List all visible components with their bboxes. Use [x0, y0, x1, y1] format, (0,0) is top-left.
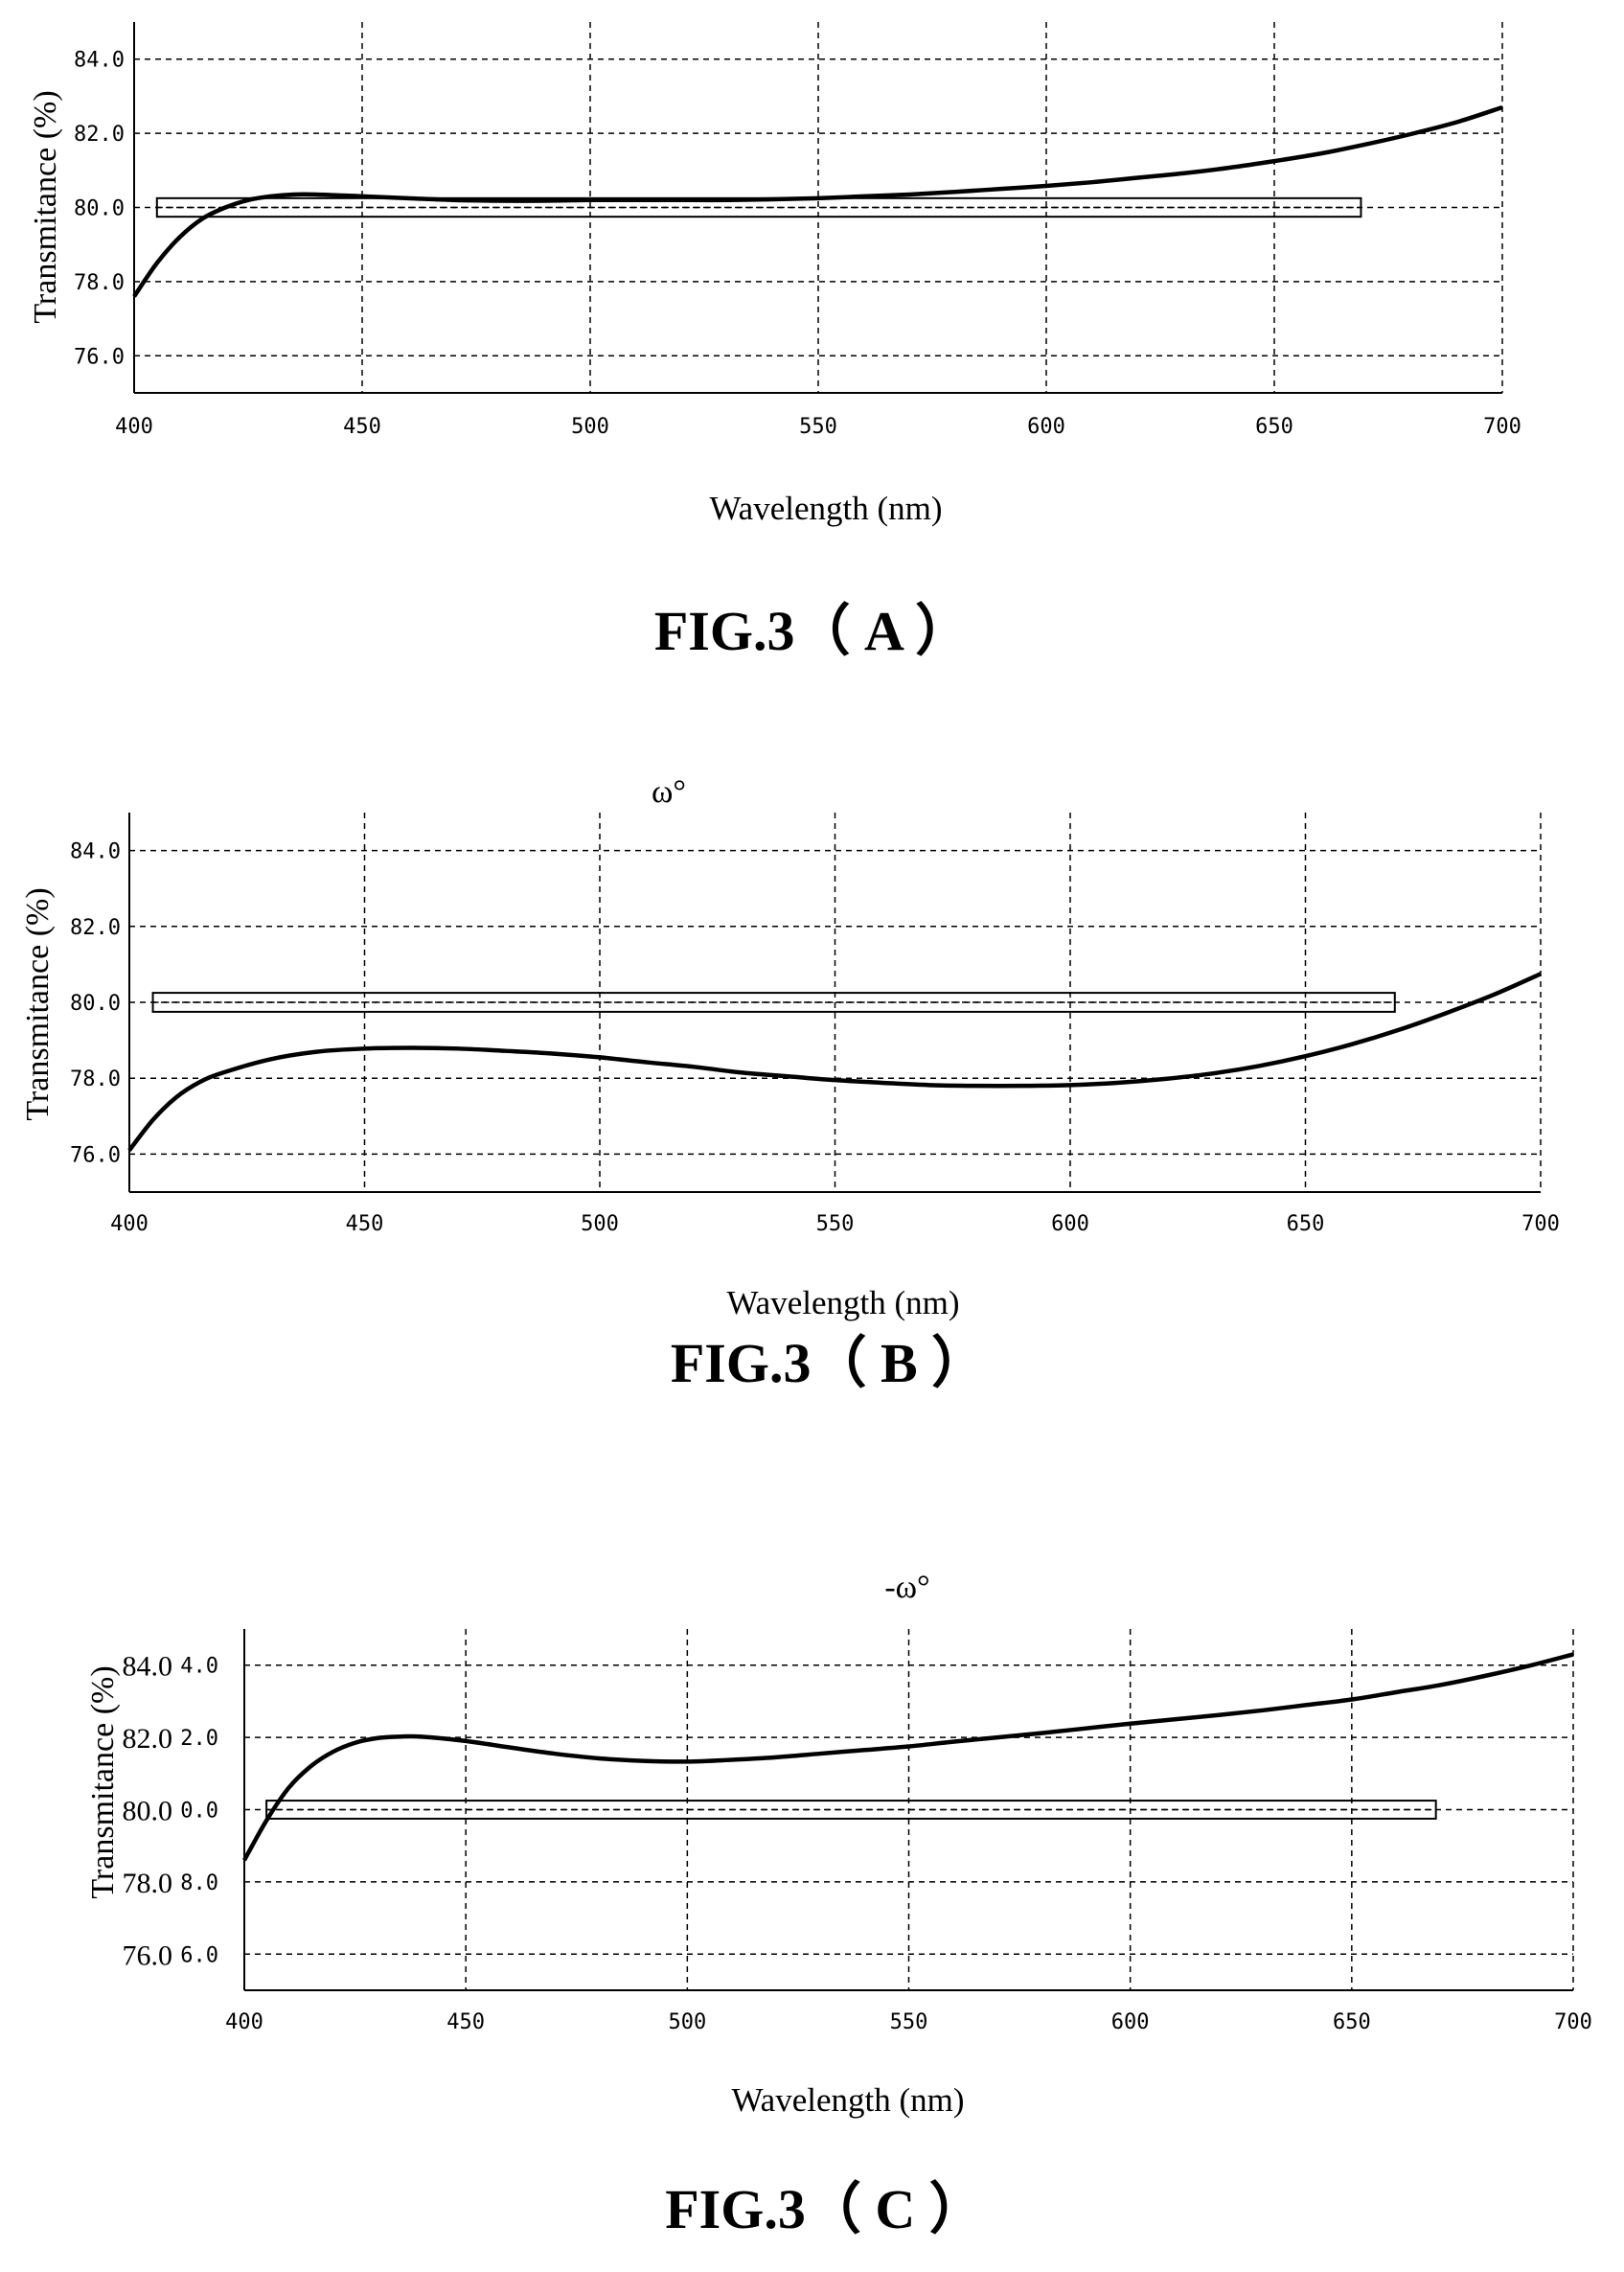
chart-a-y-tick-label-0: 76.0 — [74, 345, 125, 369]
chart-c-series-line — [242, 1652, 1574, 1862]
chart-a: 76.0 78.0 80.0 82.0 84.0 400 450 500 550 600 650 7… — [28, 22, 1521, 662]
chart-a-caption: FIG.3（ A ） — [654, 600, 971, 662]
chart-b-x-tick-label-6: 700 — [1521, 1212, 1560, 1236]
chart-a-ylabel: Transmitance (%) — [28, 90, 63, 323]
chart-b-ylabel: Transmitance (%) — [20, 887, 56, 1120]
chart-a-x-tick-label-5: 650 — [1255, 415, 1293, 439]
chart-c-y-tick-labels-inner: 6.0 8.0 0.0 2.0 4.0 — [180, 1655, 218, 1968]
chart-a-y-tick-label-1: 78.0 — [74, 271, 125, 295]
chart-b-x-tick-labels: 400 450 500 550 600 650 700 — [110, 1212, 1560, 1236]
chart-c-y-tick-label-4: 84.0 — [123, 1651, 173, 1683]
chart-b-y-tick-label-4: 84.0 — [70, 840, 121, 864]
chart-c-y-tick-label-2: 80.0 — [123, 1796, 173, 1827]
chart-a-x-tick-label-4: 600 — [1027, 415, 1065, 439]
chart-a-xlabel: Wavelength (nm) — [709, 490, 942, 527]
chart-c-caption: FIG.3（ C ） — [665, 2178, 985, 2240]
chart-a-series-line — [132, 104, 1503, 298]
chart-a-x-tick-label-2: 500 — [571, 415, 609, 439]
chart-a-x-tick-labels: 400 450 500 550 600 650 700 — [115, 415, 1521, 439]
chart-b-xlabel: Wavelength (nm) — [726, 1284, 959, 1321]
chart-c-x-tick-labels: 400 450 500 550 600 650 700 — [225, 2010, 1592, 2034]
chart-c-x-tick-label-0: 400 — [225, 2010, 263, 2034]
chart-a-x-tick-label-1: 450 — [343, 415, 381, 439]
chart-c-y-tick-label-inner-0: 6.0 — [180, 1943, 218, 1967]
chart-c-y-tick-labels: 76.0 78.0 80.0 82.0 84.0 — [123, 1651, 173, 1972]
chart-b-caption: FIG.3（ B ） — [671, 1332, 987, 1394]
chart-a-y-tick-label-4: 84.0 — [74, 49, 125, 73]
chart-c-y-tick-label-inner-4: 4.0 — [180, 1655, 218, 1679]
chart-c-y-tick-label-0: 76.0 — [123, 1939, 173, 1971]
chart-c-ylabel: Transmitance (%) — [85, 1665, 121, 1898]
chart-a-y-tick-labels: 76.0 78.0 80.0 82.0 84.0 — [74, 49, 125, 370]
chart-c-xlabel: Wavelength (nm) — [731, 2081, 964, 2119]
chart-c-y-tick-label-inner-3: 2.0 — [180, 1727, 218, 1751]
chart-b-x-tick-label-1: 450 — [346, 1212, 384, 1236]
chart-c-x-tick-label-1: 450 — [446, 2010, 485, 2034]
chart-b-grid — [129, 813, 1542, 1192]
chart-b-y-tick-label-3: 82.0 — [70, 916, 121, 940]
chart-b-title: ω° — [652, 774, 686, 810]
chart-c-title: -ω° — [884, 1570, 929, 1605]
chart-b-y-tick-label-0: 76.0 — [70, 1143, 121, 1167]
chart-a-x-tick-label-3: 550 — [799, 415, 837, 439]
chart-c-y-tick-label-1: 78.0 — [123, 1868, 173, 1899]
chart-b-x-tick-label-2: 500 — [581, 1212, 619, 1236]
chart-c-grid — [244, 1629, 1574, 1990]
chart-b-y-tick-labels: 76.0 78.0 80.0 82.0 84.0 — [70, 840, 121, 1168]
chart-c-y-tick-label-inner-1: 8.0 — [180, 1871, 218, 1895]
chart-c-x-tick-label-6: 700 — [1554, 2010, 1592, 2034]
chart-b-x-tick-label-0: 400 — [110, 1212, 149, 1236]
chart-c-x-tick-label-5: 650 — [1333, 2010, 1371, 2034]
chart-b-x-tick-label-5: 650 — [1287, 1212, 1325, 1236]
chart-c-y-tick-label-inner-2: 0.0 — [180, 1800, 218, 1824]
chart-b: 76.0 78.0 80.0 82.0 84.0 400 450 500 550 600 650 7… — [20, 774, 1560, 1394]
chart-b-x-tick-label-3: 550 — [816, 1212, 855, 1236]
chart-c-x-tick-label-4: 600 — [1111, 2010, 1150, 2034]
chart-b-series-line — [127, 972, 1542, 1152]
chart-c-x-tick-label-3: 550 — [890, 2010, 928, 2034]
chart-c-y-tick-label-3: 82.0 — [123, 1723, 173, 1755]
chart-b-y-tick-label-1: 78.0 — [70, 1067, 121, 1091]
chart-b-y-tick-label-2: 80.0 — [70, 992, 121, 1016]
chart-a-y-tick-label-2: 80.0 — [74, 197, 125, 221]
chart-a-x-tick-label-0: 400 — [115, 415, 153, 439]
chart-b-x-tick-label-4: 600 — [1051, 1212, 1089, 1236]
chart-a-y-tick-label-3: 82.0 — [74, 123, 125, 147]
chart-a-x-tick-label-6: 700 — [1483, 415, 1521, 439]
chart-c-x-tick-label-2: 500 — [668, 2010, 706, 2034]
chart-c: 76.0 78.0 80.0 82.0 84.0 6.0 8.0 0.0 2.0 4.0 400… — [85, 1570, 1592, 2240]
